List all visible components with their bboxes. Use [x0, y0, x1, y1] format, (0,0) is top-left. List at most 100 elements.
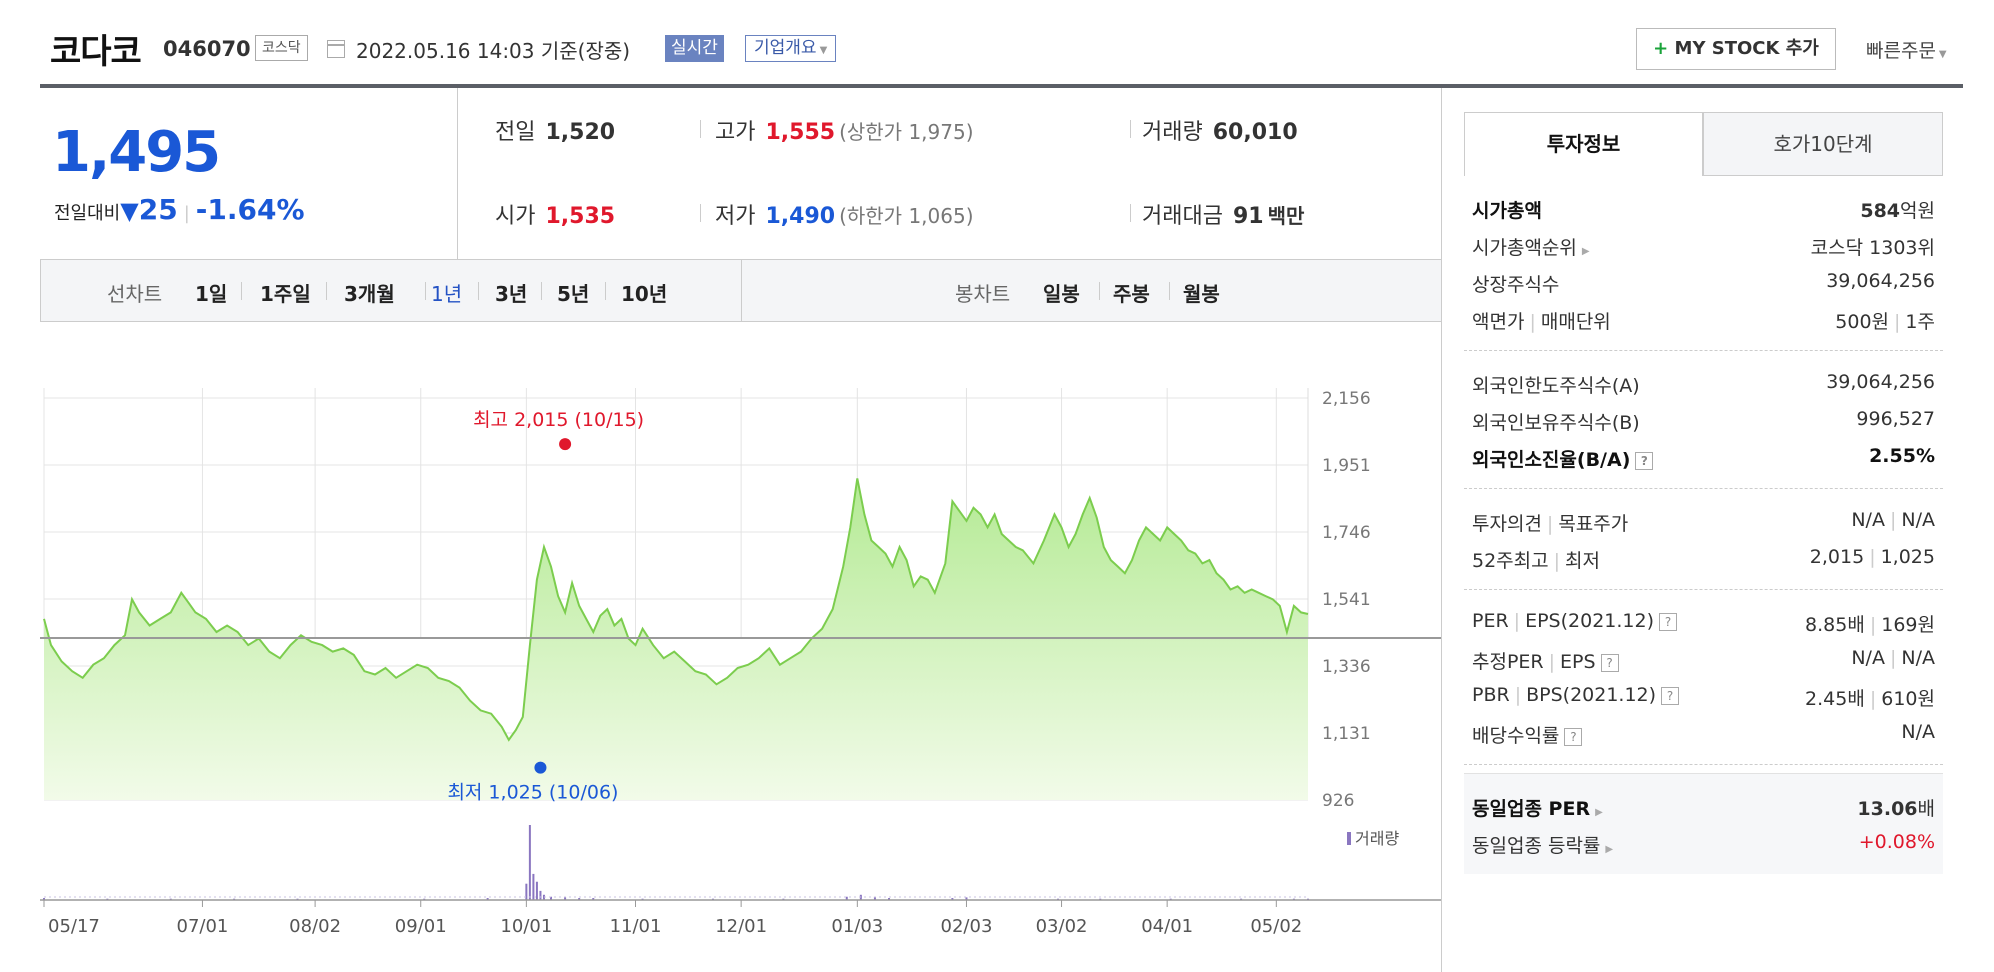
pbr-value: 2.45배 [1805, 688, 1865, 710]
bps-value: 610원 [1881, 688, 1935, 710]
tab-daily-candle[interactable]: 일봉 [1043, 282, 1080, 306]
dividend-label: 배당수익률 [1472, 725, 1560, 747]
prev-close-value: 1,520 [545, 120, 616, 145]
timestamp-status: 기준(장중) [540, 39, 631, 63]
help-icon[interactable]: ? [1564, 728, 1583, 746]
bps-label: BPS(2021.12) [1526, 684, 1657, 706]
company-overview-label: 기업개요 [754, 38, 817, 58]
sector-per-number: 13.06 [1857, 798, 1918, 820]
trade-value-label: 거래대금 [1142, 204, 1223, 229]
x-tick-label: 09/01 [395, 916, 447, 937]
volume-bar [43, 898, 45, 900]
trade-value: 거래대금 91 백만 [1142, 198, 1304, 230]
min-marker [534, 761, 547, 774]
price-change: 전일대비▼25 | -1.64% [54, 193, 305, 226]
est-per-row: 추정PER | EPS? N/A | N/A [1472, 647, 1935, 673]
valuation-group: PER | EPS(2021.12)? 8.85배 | 169원 추정PER | EPS? … [1464, 590, 1943, 765]
volume-bar [965, 897, 968, 900]
x-tick-label: 05/17 [48, 916, 100, 937]
add-mystock-label: MY STOCK 추가 [1674, 38, 1819, 59]
tab-3-years[interactable]: 3년 [495, 282, 528, 306]
y-tick-label: 1,746 [1322, 523, 1371, 543]
current-price: 1,495 [52, 120, 221, 185]
volume-bar [564, 897, 567, 900]
chevron-right-icon: ▶ [1595, 807, 1603, 818]
timestamp-value: 2022.05.16 14:03 [356, 39, 535, 63]
help-icon[interactable]: ? [1661, 687, 1680, 705]
change-percent: -1.64% [195, 193, 305, 226]
line-chart-label: 선차트 [107, 282, 163, 306]
est-per-value: N/A [1851, 647, 1885, 669]
est-eps-label: EPS [1560, 651, 1596, 673]
price-line [43, 478, 1309, 742]
x-tick-label: 03/02 [1036, 916, 1088, 937]
help-icon[interactable]: ? [1600, 654, 1619, 672]
market-cap-rank-row: 시가총액순위 ▶ 코스닥 1303위 [1472, 227, 1935, 264]
target-value: N/A [1901, 509, 1935, 531]
tab-10-years[interactable]: 10년 [621, 282, 668, 306]
pbr-row: PBR | BPS(2021.12)? 2.45배 | 610원 [1472, 684, 1935, 710]
add-mystock-button[interactable]: + MY STOCK 추가 [1636, 28, 1836, 70]
sector-change-link[interactable]: 동일업종 등락률 ▶ [1472, 831, 1613, 858]
face-value: 500원 [1835, 311, 1890, 333]
foreign-limit-value: 39,064,256 [1826, 371, 1935, 393]
volume-bar [888, 898, 891, 900]
low-value: 1,490 [765, 204, 836, 229]
y-tick-label: 1,541 [1322, 590, 1371, 610]
tab-invest-info[interactable]: 투자정보 [1464, 112, 1703, 176]
calendar-icon [327, 40, 345, 58]
market-cap-label: 시가총액 [1472, 200, 1542, 222]
quick-order-dropdown[interactable]: 빠른주문 ▼ [1866, 36, 1947, 63]
x-tick-label: 08/02 [289, 916, 341, 937]
prev-close: 전일 1,520 [495, 114, 615, 146]
trade-value-unit: 백만 [1267, 204, 1305, 228]
company-overview-dropdown[interactable]: 기업개요 ▼ [745, 35, 837, 62]
rank-label: 시가총액순위 [1472, 237, 1577, 259]
low52-label: 최저 [1565, 550, 1600, 572]
low-label: 저가 [715, 204, 756, 229]
volume-legend-label: 거래량 [1355, 829, 1399, 848]
eps-label: EPS(2021.12) [1525, 610, 1654, 632]
help-icon[interactable]: ? [1635, 452, 1654, 470]
help-icon[interactable]: ? [1659, 613, 1677, 631]
foreign-hold-value: 996,527 [1856, 408, 1935, 430]
tab-order-book[interactable]: 호가10단계 [1703, 112, 1943, 176]
tab-1-week[interactable]: 1주일 [260, 282, 311, 306]
shares-value: 39,064,256 [1826, 270, 1935, 292]
open-value: 1,535 [545, 204, 616, 229]
realtime-badge: 실시간 [665, 35, 724, 62]
lower-limit: (하한가 1,065) [839, 204, 974, 228]
opinion-label: 투자의견 [1472, 513, 1542, 535]
tab-1-year[interactable]: 1년 [431, 282, 463, 306]
tab-monthly-candle[interactable]: 월봉 [1183, 282, 1220, 306]
range-52w-row: 52주최고 | 최저 2,015 | 1,025 [1472, 546, 1935, 572]
sector-per-link[interactable]: 동일업종 PER ▶ [1472, 794, 1603, 821]
market-cap-rank-link[interactable]: 시가총액순위 ▶ [1472, 233, 1590, 260]
x-tick-label: 04/01 [1141, 916, 1193, 937]
tab-1-day[interactable]: 1일 [195, 282, 228, 306]
sector-change-label: 동일업종 등락률 [1472, 835, 1601, 857]
tab-3-months[interactable]: 3개월 [344, 282, 395, 306]
tab-weekly-candle[interactable]: 주봉 [1113, 282, 1150, 306]
day-low: 저가 1,490 (하한가 1,065) [715, 198, 974, 230]
chevron-down-icon: ▼ [819, 45, 828, 56]
volume-bar [873, 896, 876, 900]
foreign-hold-label: 외국인보유주식수(B) [1472, 412, 1640, 434]
price-chart[interactable]: 2,156 1,951 1,746 1,541 1,336 1,131 926 최고 2,0… [0, 322, 1442, 972]
invest-info-panel: 투자정보 호가10단계 시가총액 584억원 시가총액순위 ▶ 코스닥 1303위… [1464, 112, 1943, 874]
pbr-label: PBR [1472, 684, 1510, 706]
y-tick-label: 926 [1322, 791, 1354, 811]
sector-change-row: 동일업종 등락률 ▶ +0.08% [1472, 825, 1935, 862]
chart-period-tabs: 선차트 1일 1주일 3개월 1년 3년 5년 10년 봉차트 일봉 주봉 월봉 [40, 260, 1442, 322]
volume-bar [592, 898, 595, 900]
trade-unit-label: 매매단위 [1540, 311, 1611, 333]
stock-code: 046070 [163, 37, 251, 61]
rank-value: 코스닥 1303위 [1810, 237, 1935, 259]
tab-5-years[interactable]: 5년 [557, 282, 590, 306]
volume-label: 거래량 [1142, 120, 1203, 145]
listed-shares-row: 상장주식수 39,064,256 [1472, 264, 1935, 301]
trade-unit-value: 1주 [1905, 311, 1935, 333]
volume-bar [535, 881, 538, 900]
shares-label: 상장주식수 [1472, 274, 1560, 296]
price-area-fill [44, 478, 1308, 800]
